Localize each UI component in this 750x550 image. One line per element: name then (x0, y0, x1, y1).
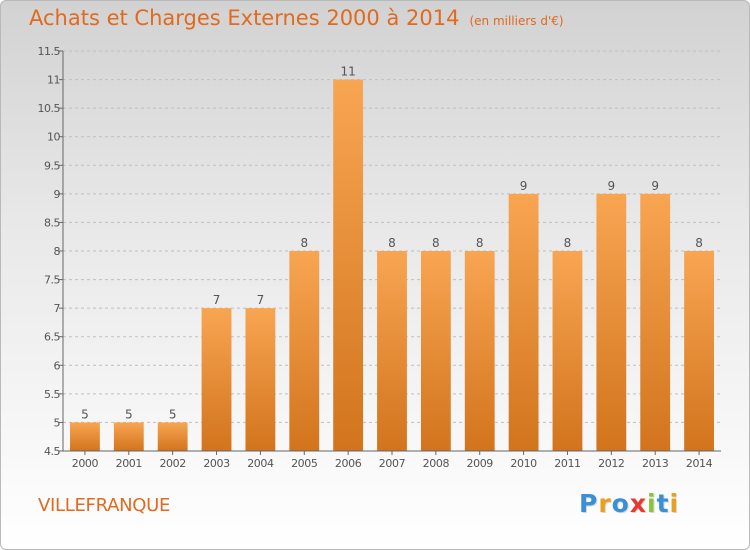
y-tick-label: 8.5 (44, 216, 60, 229)
x-tick-label: 2003 (203, 457, 230, 470)
x-tick-label: 2006 (335, 457, 362, 470)
bar (508, 193, 539, 451)
bar (289, 251, 320, 451)
logo-letter: x (629, 489, 647, 518)
data-label: 9 (651, 179, 659, 193)
x-tick-label: 2008 (423, 457, 450, 470)
x-tick-label: 2002 (159, 457, 185, 470)
x-tick-label: 2007 (379, 457, 406, 470)
chart-title: Achats et Charges Externes 2000 à 2014 (e… (29, 6, 564, 30)
y-tick-label: 5.5 (44, 388, 60, 401)
x-tick-label: 2000 (72, 457, 99, 470)
bar (245, 308, 276, 451)
y-tick-label: 7.5 (44, 274, 60, 287)
y-tick-label: 6.5 (44, 331, 60, 344)
y-tick-label: 11 (47, 74, 60, 87)
place-name: VILLEFRANQUE (38, 495, 171, 516)
logo-letter: P (579, 489, 599, 518)
bar (113, 422, 144, 451)
y-tick-label: 6 (54, 359, 61, 372)
data-label: 7 (257, 293, 265, 307)
data-label: 9 (608, 179, 616, 193)
bar (201, 308, 232, 451)
y-tick-label: 5 (54, 416, 61, 429)
proxiti-logo: Proxiti (579, 489, 679, 518)
x-tick-label: 2001 (116, 457, 142, 470)
data-label: 5 (169, 407, 177, 421)
bar (157, 422, 188, 451)
bar (684, 251, 714, 451)
data-label: 5 (125, 407, 133, 421)
x-tick-label: 2004 (247, 457, 274, 470)
title-text: Achats et Charges Externes 2000 à 2014 (29, 6, 460, 30)
x-tick-label: 2014 (686, 457, 713, 470)
bar (420, 251, 451, 451)
x-tick-label: 2011 (554, 457, 580, 470)
y-tick-label: 4.5 (44, 445, 60, 458)
x-tick-label: 2009 (467, 457, 494, 470)
y-tick-label: 10 (47, 131, 60, 144)
y-tick-label: 11.5 (38, 45, 61, 58)
bar (552, 251, 583, 451)
bar (70, 422, 100, 451)
data-label: 8 (388, 236, 396, 250)
x-tick-label: 2010 (510, 457, 537, 470)
bar (377, 251, 407, 451)
bar (596, 193, 627, 451)
x-tick-label: 2005 (291, 457, 318, 470)
x-tick-label: 2012 (598, 457, 624, 470)
bar (464, 251, 495, 451)
data-label: 5 (81, 407, 89, 421)
data-label: 9 (520, 179, 528, 193)
y-tick-label: 8 (54, 245, 61, 258)
logo-letter: o (611, 489, 630, 518)
data-label: 8 (476, 236, 484, 250)
bar (333, 79, 364, 452)
data-label: 8 (432, 236, 440, 250)
logo-letter: i (647, 489, 657, 518)
data-label: 7 (213, 293, 221, 307)
bar (640, 193, 671, 451)
data-label: 8 (564, 236, 572, 250)
data-label: 11 (340, 65, 355, 79)
y-tick-label: 9.5 (44, 159, 60, 172)
y-tick-label: 10.5 (38, 102, 61, 115)
x-tick-label: 2013 (642, 457, 669, 470)
y-tick-label: 9 (54, 188, 61, 201)
logo-letter: i (669, 489, 680, 518)
data-label: 8 (300, 236, 308, 250)
logo-letter: t (656, 489, 670, 518)
data-label: 8 (695, 236, 703, 250)
logo-letter: r (598, 489, 612, 518)
title-unit: (en milliers d'€) (469, 14, 564, 28)
y-tick-label: 7 (54, 302, 61, 315)
